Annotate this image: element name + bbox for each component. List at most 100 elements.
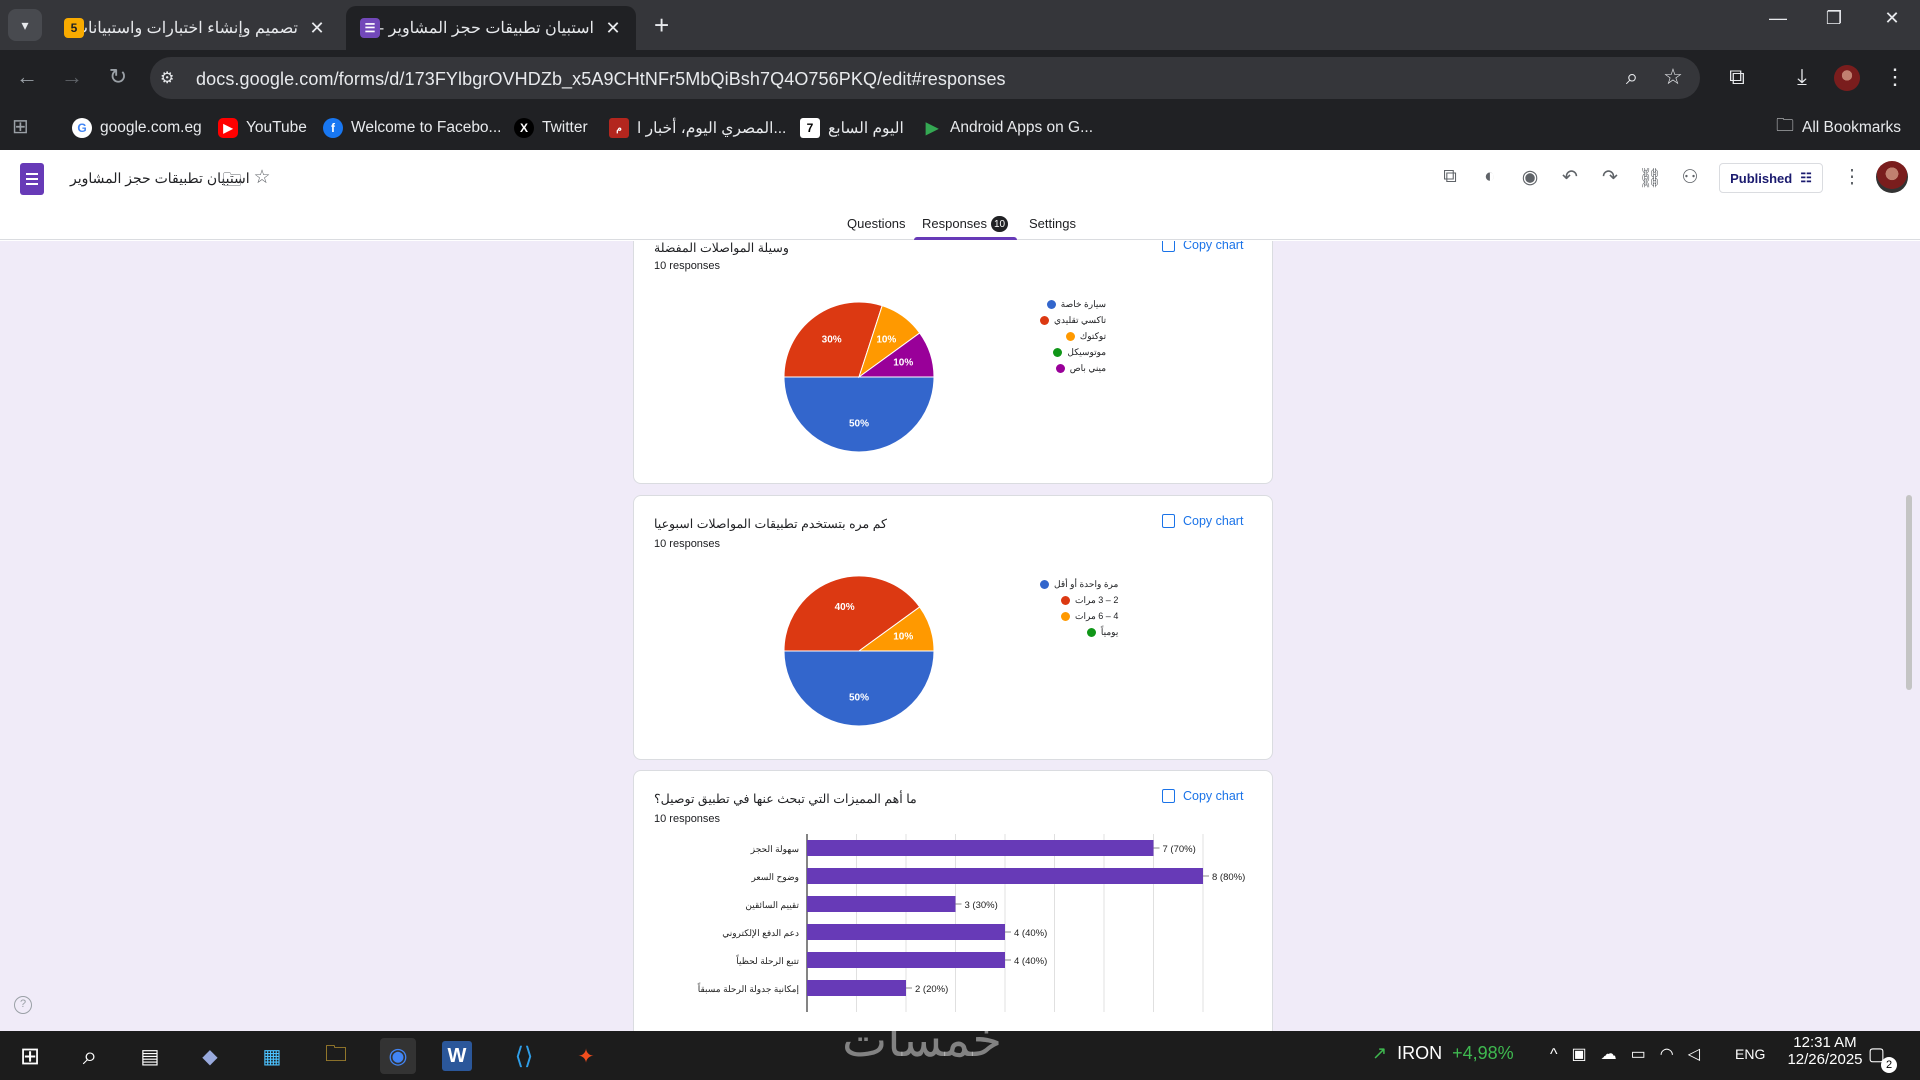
value-label: 2 (20%) <box>915 984 948 995</box>
legend-swatch <box>1040 315 1049 325</box>
menu-icon[interactable]: ⋮ <box>1884 64 1906 89</box>
category-label: تتبع الرحلة لحظياً <box>735 954 799 967</box>
chart-legend: مرة واحدة أو أقل 2 – 3 مرات 4 – 6 مرات يومي… <box>1040 576 1118 640</box>
legend-item: تاكسي تقليدي <box>1040 312 1106 328</box>
help-icon[interactable]: ? <box>14 996 32 1014</box>
notifications-icon[interactable]: ▢ <box>1868 1044 1886 1064</box>
bar-chart: سهولة الحجز 7 (70%) وضوح السعر 8 (80%) تقييم… <box>697 834 1245 1012</box>
vscode-icon[interactable]: ⟨⟩ <box>514 1042 534 1070</box>
responses-panel[interactable]: وسيلة المواصلات المفضلة 10 responses Cop… <box>0 241 1920 1031</box>
copy-chart-button[interactable]: Copy chart <box>1162 514 1243 528</box>
tab-settings[interactable]: Settings <box>1029 216 1076 231</box>
copy-chart-button[interactable]: Copy chart <box>1162 241 1243 252</box>
site-info-icon[interactable]: ⚙ <box>160 70 175 87</box>
window-close-icon[interactable]: ✕ <box>1884 8 1900 28</box>
x-icon: X <box>514 118 534 138</box>
chrome-icon[interactable]: ◉ <box>380 1038 416 1074</box>
reload-icon[interactable]: ↻ <box>108 64 128 89</box>
undo-icon[interactable]: ↶ <box>1562 167 1578 188</box>
tab-responses[interactable]: Responses <box>913 216 1018 240</box>
minimize-icon[interactable]: — <box>1769 8 1787 28</box>
restore-icon[interactable]: ❐ <box>1825 8 1843 28</box>
stock-widget[interactable]: ↗ IRON +4,98% <box>1372 1043 1514 1063</box>
watermark-logo: خمسات <box>842 1012 1003 1068</box>
bookmarks-bar <box>0 106 1920 150</box>
bookmark-twitter[interactable]: X Twitter <box>514 114 588 142</box>
form-title[interactable]: استبيان تطبيقات حجز المشاوير <box>70 170 250 186</box>
close-icon[interactable]: ✕ <box>309 17 325 38</box>
apps-icon[interactable]: ⊞ <box>12 116 29 138</box>
add-ons-icon[interactable]: ⧉ <box>1443 166 1457 187</box>
tab-questions[interactable]: Questions <box>847 216 906 231</box>
new-tab-icon[interactable]: + <box>654 10 670 40</box>
star-icon[interactable]: ☆ <box>253 167 271 188</box>
forms-icon: ☰ <box>360 18 380 38</box>
windows-start-icon[interactable]: ⊞ <box>19 1042 41 1070</box>
figma-icon[interactable]: ✦ <box>577 1045 595 1068</box>
legend-item: يومياً <box>1040 624 1118 640</box>
browser-tab[interactable]: 5 تصميم وإنشاء اختبارات واستبيانات ✕ <box>50 6 340 50</box>
all-bookmarks[interactable]: 🗀 All Bookmarks <box>1776 114 1901 142</box>
notification-count-badge: 2 <box>1881 1057 1897 1073</box>
legend-swatch <box>1046 299 1056 309</box>
profile-avatar[interactable] <box>1834 65 1860 91</box>
legend-swatch <box>1086 627 1096 637</box>
app-icon[interactable]: ◆ <box>202 1045 218 1068</box>
legend-swatch <box>1065 331 1075 341</box>
legend-label: 2 – 3 مرات <box>1075 594 1119 605</box>
search-icon[interactable]: ⌕ <box>82 1040 98 1070</box>
favicon-icon: 5 <box>64 18 84 38</box>
youm7-icon: 7 <box>800 118 820 138</box>
responses-count-badge: 10 <box>991 216 1008 232</box>
system-tray-icons[interactable]: ^▣☁▭◠◁ <box>1550 1046 1715 1063</box>
store-icon[interactable]: ▦ <box>262 1045 282 1068</box>
category-label: سهولة الحجز <box>750 844 799 855</box>
almasry-icon: م <box>609 118 629 138</box>
question-card: وسيلة المواصلات المفضلة 10 responses Cop… <box>633 241 1273 484</box>
extensions-icon[interactable]: ⧉ <box>1729 64 1745 89</box>
tab-title: تصميم وإنشاء اختبارات واستبيانات <box>84 20 298 37</box>
legend-label: ميني باص <box>1069 362 1107 373</box>
file-explorer-icon[interactable]: 🗀 <box>324 1041 347 1066</box>
tab-search-icon[interactable]: ▾ <box>8 9 42 41</box>
more-options-icon[interactable]: ⋮ <box>1842 167 1862 188</box>
zoom-icon[interactable]: ⌕ <box>1625 64 1639 89</box>
scrollbar[interactable] <box>1906 495 1912 690</box>
bookmark-youm7[interactable]: 7 اليوم السابع <box>800 114 904 142</box>
legend-label: يومياً <box>1100 626 1119 637</box>
palette-icon[interactable]: ◐ <box>1484 166 1496 187</box>
move-folder-icon[interactable]: 🗀 <box>222 170 242 191</box>
bookmark-almasryalyoum[interactable]: م المصري اليوم، أخبار ا... <box>609 114 786 142</box>
bookmark-android-apps[interactable]: ▶ Android Apps on G... <box>922 114 1093 142</box>
pie-chart: 50% 40% 10% <box>783 575 935 727</box>
clock[interactable]: 12:31 AM 12/26/2025 <box>1787 1034 1863 1068</box>
bookmark-facebook[interactable]: f Welcome to Facebo... <box>323 114 501 142</box>
google-forms-logo-icon[interactable] <box>20 163 44 195</box>
language-indicator[interactable]: ENG <box>1735 1046 1766 1062</box>
bar <box>807 952 1005 968</box>
address-bar[interactable] <box>150 57 1700 99</box>
bookmark-star-icon[interactable]: ☆ <box>1663 64 1683 89</box>
close-icon[interactable]: ✕ <box>605 17 621 38</box>
preview-eye-icon[interactable]: ◉ <box>1521 167 1539 188</box>
published-button[interactable]: Published ☷ <box>1719 163 1823 193</box>
bar <box>807 896 956 912</box>
redo-icon[interactable]: ↷ <box>1602 167 1618 188</box>
slice-label: 10% <box>893 358 913 369</box>
download-icon[interactable]: ⤓ <box>1797 64 1807 89</box>
browser-tab-active[interactable]: ☰ استبيان تطبيقات حجز المشاوير - ع ✕ <box>346 6 636 50</box>
pie-slice <box>783 650 935 727</box>
url-text[interactable]: docs.google.com/forms/d/173FYlbgrOVHDZb_… <box>196 69 1006 89</box>
copy-chart-button[interactable]: Copy chart <box>1162 789 1243 803</box>
add-collaborator-icon[interactable]: ⚇ <box>1681 167 1699 188</box>
bookmark-youtube[interactable]: ▶ YouTube <box>218 114 307 142</box>
forward-icon[interactable]: → <box>61 64 83 89</box>
back-icon[interactable]: ← <box>16 64 38 89</box>
avatar[interactable] <box>1876 161 1908 193</box>
bar <box>807 980 906 996</box>
chart-legend: سيارة خاصة تاكسي تقليدي توكتوك موتوسيكل ميني… <box>1040 296 1106 376</box>
word-icon[interactable]: W <box>442 1041 472 1071</box>
task-view-icon[interactable]: ▤ <box>140 1045 160 1068</box>
link-icon[interactable]: ⛓ <box>1637 168 1663 189</box>
